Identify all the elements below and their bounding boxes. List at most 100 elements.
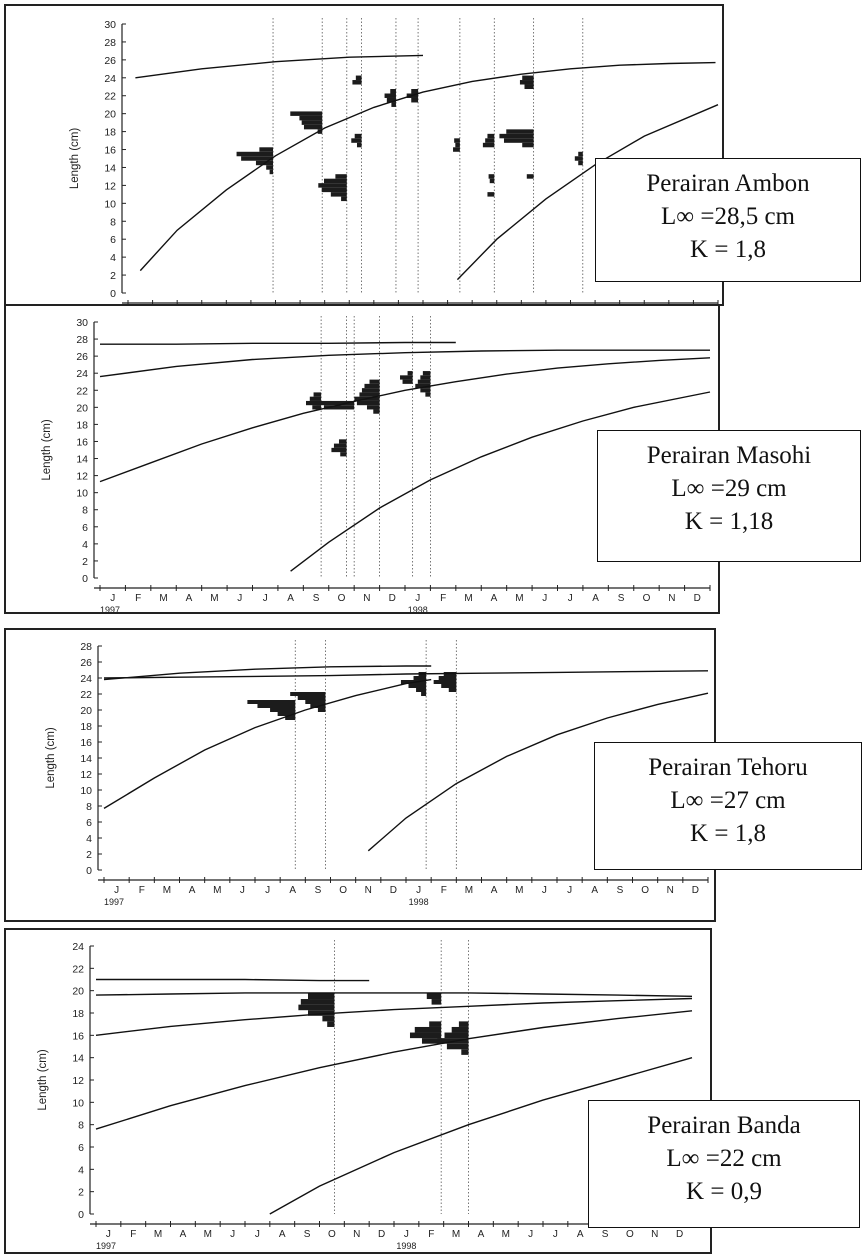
- hist-bar-banda-1-3: [414, 1026, 442, 1033]
- x-month-label-masohi-11: D: [389, 593, 396, 604]
- hist-bar-masohi-3-0: [369, 379, 380, 384]
- hist-bar-tehoru-0-2: [270, 708, 296, 712]
- hist-bar-tehoru-1-4: [317, 708, 326, 712]
- x-month-label-tehoru-3: A: [189, 885, 196, 896]
- y-tick-label-ambon-26: 26: [104, 55, 116, 67]
- y-tick-label-tehoru-4: 4: [86, 833, 92, 845]
- x-month-label-banda-19: A: [577, 1229, 584, 1240]
- x-month-label-tehoru-18: J: [567, 885, 572, 896]
- hist-bar-ambon-0-0: [259, 147, 274, 152]
- params-box-masohi: Perairan Masohi L∞ =29 cm K = 1,18: [597, 430, 861, 562]
- y-tick-label-masohi-24: 24: [76, 368, 88, 380]
- hist-bar-masohi-3-7: [373, 409, 380, 414]
- hist-bar-masohi-3-6: [366, 405, 380, 410]
- hist-bar-masohi-3-2: [361, 388, 380, 393]
- hist-bar-ambon-8-2: [524, 84, 534, 90]
- hist-bar-tehoru-3-1: [438, 676, 457, 680]
- hist-bar-masohi-5-3: [415, 383, 431, 389]
- params-box-banda: Perairan Banda L∞ =22 cm K = 0,9: [588, 1100, 860, 1228]
- params-box-tehoru: Perairan Tehoru L∞ =27 cm K = 1,8: [594, 742, 862, 870]
- hist-bar-ambon-1-4: [317, 129, 323, 134]
- x-month-label-banda-7: A: [279, 1229, 286, 1240]
- hist-bar-banda-1-0: [426, 993, 442, 1000]
- x-month-label-masohi-15: A: [491, 593, 498, 604]
- y-tick-label-banda-0: 0: [78, 1209, 84, 1221]
- box-k-banda: K = 0,9: [686, 1178, 762, 1205]
- y-tick-label-ambon-16: 16: [104, 145, 116, 157]
- hist-bar-masohi-5-0: [422, 371, 431, 376]
- y-tick-label-ambon-0: 0: [110, 288, 116, 300]
- hist-bar-masohi-3-3: [359, 392, 380, 397]
- hist-bar-ambon-1-0: [290, 111, 323, 116]
- y-tick-label-tehoru-2: 2: [86, 849, 92, 861]
- y-tick-label-tehoru-18: 18: [80, 721, 92, 733]
- hist-bar-masohi-3-1: [364, 383, 380, 389]
- x-month-label-tehoru-13: F: [441, 885, 447, 896]
- x-month-label-banda-9: O: [328, 1229, 336, 1240]
- hist-bar-ambon-9-2: [578, 160, 583, 166]
- hist-bar-ambon-6-1: [455, 142, 460, 148]
- y-tick-label-ambon-6: 6: [110, 234, 116, 246]
- box-k-ambon: K = 1,8: [690, 236, 766, 263]
- y-tick-label-banda-14: 14: [72, 1053, 84, 1065]
- hist-bar-ambon-6-2: [453, 147, 460, 152]
- x-month-label-masohi-12: J: [415, 593, 420, 604]
- x-year-label-tehoru-0: 1997: [104, 897, 124, 907]
- hist-bar-tehoru-0-3: [277, 712, 296, 716]
- y-tick-label-tehoru-28: 28: [80, 641, 92, 653]
- hist-bar-banda-2-1: [451, 1026, 469, 1033]
- x-month-label-banda-23: D: [676, 1229, 683, 1240]
- hist-bar-banda-1-1: [431, 999, 442, 1005]
- y-axis-label-ambon: Length (cm): [69, 128, 81, 190]
- hist-bar-banda-0-1: [300, 999, 335, 1005]
- hist-bar-masohi-1-0: [338, 439, 347, 444]
- box-k-tehoru: K = 1,8: [690, 820, 766, 847]
- y-axis-label-masohi: Length (cm): [41, 419, 53, 481]
- hist-bar-ambon-3-4: [356, 142, 362, 148]
- x-month-label-tehoru-6: J: [265, 885, 270, 896]
- hist-bar-banda-0-4: [322, 1015, 335, 1022]
- hist-bar-tehoru-2-4: [416, 688, 427, 692]
- hist-bar-masohi-1-3: [340, 452, 347, 457]
- x-month-label-banda-21: O: [626, 1229, 634, 1240]
- hist-bar-masohi-2-1: [323, 405, 355, 410]
- y-tick-label-tehoru-22: 22: [80, 689, 92, 701]
- box-linf-masohi: L∞ =29 cm: [671, 475, 787, 502]
- growth-curve-tehoru-3: [367, 692, 709, 852]
- hist-bar-ambon-8-0: [522, 75, 534, 81]
- hist-bar-ambon-2-0: [335, 174, 347, 179]
- hist-bar-masohi-4-0: [407, 371, 413, 376]
- hist-bar-ambon-5-2: [411, 97, 419, 103]
- hist-bar-masohi-0-3: [312, 405, 322, 410]
- x-month-label-tehoru-7: A: [289, 885, 296, 896]
- hist-bar-ambon-0-4: [266, 165, 274, 170]
- hist-bar-ambon-7-1: [485, 138, 495, 143]
- x-month-label-masohi-22: N: [668, 593, 675, 604]
- hist-bar-banda-2-4: [446, 1043, 469, 1050]
- growth-curve-banda-0: [96, 978, 370, 982]
- x-month-label-masohi-9: O: [338, 593, 346, 604]
- y-axis-label-banda: Length (cm): [37, 1049, 49, 1111]
- y-tick-label-banda-8: 8: [78, 1120, 84, 1132]
- y-tick-label-tehoru-20: 20: [80, 705, 92, 717]
- params-box-ambon: Perairan Ambon L∞ =28,5 cm K = 1,8: [595, 158, 861, 282]
- box-location-ambon: Perairan Ambon: [646, 170, 810, 197]
- x-year-label-banda-1: 1998: [396, 1241, 416, 1251]
- x-month-label-tehoru-14: M: [465, 885, 473, 896]
- hist-bar-ambon-7-0: [487, 133, 495, 139]
- hist-bar-ambon-7-2: [482, 142, 495, 148]
- hist-bar-ambon-8-5: [503, 138, 534, 143]
- box-location-tehoru: Perairan Tehoru: [648, 754, 808, 781]
- box-location-masohi: Perairan Masohi: [646, 442, 812, 469]
- x-month-label-banda-8: S: [304, 1229, 311, 1240]
- box-linf-ambon: L∞ =28,5 cm: [661, 203, 795, 230]
- y-tick-label-masohi-14: 14: [76, 454, 88, 466]
- x-month-label-tehoru-12: J: [416, 885, 421, 896]
- box-location-banda: Perairan Banda: [647, 1112, 801, 1139]
- x-month-label-tehoru-9: O: [339, 885, 347, 896]
- x-month-label-masohi-23: D: [694, 593, 701, 604]
- hist-bar-ambon-4-2: [386, 97, 396, 103]
- growth-curve-banda-4: [269, 1057, 693, 1215]
- y-tick-label-ambon-18: 18: [104, 127, 116, 139]
